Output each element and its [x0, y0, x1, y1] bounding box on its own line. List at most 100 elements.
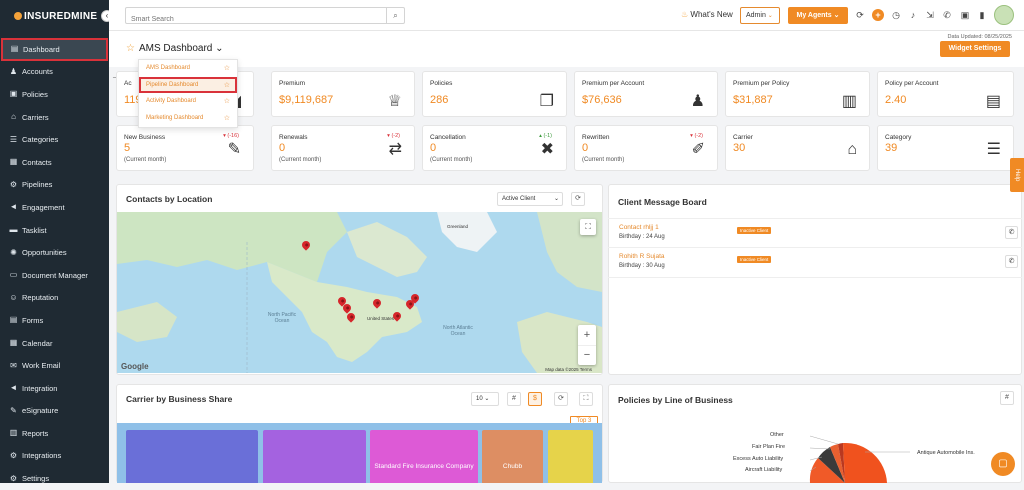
refresh-icon[interactable]: ⟳: [554, 392, 568, 406]
stat-label: Carrier: [733, 134, 753, 141]
dashboard-menu-item[interactable]: AMS Dashboard ☆: [139, 60, 237, 77]
stat-card[interactable]: Premium per Policy $31,887 ▥: [725, 71, 870, 117]
stat-card[interactable]: Premium $9,119,687 ♕: [271, 71, 415, 117]
sidebar-item-reports[interactable]: ▥ Reports: [0, 422, 109, 445]
refresh-icon[interactable]: ⟳: [571, 192, 585, 206]
add-icon[interactable]: +: [872, 9, 884, 21]
sidebar-item-integration[interactable]: ◄ Integration: [0, 377, 109, 400]
sidebar-item-document-manager[interactable]: ▭ Document Manager: [0, 264, 109, 287]
stat-card[interactable]: Carrier 30 ⌂: [725, 125, 870, 171]
sidebar-item-dashboard[interactable]: ▤ Dashboard: [1, 38, 108, 61]
fullscreen-icon[interactable]: ⛶: [580, 219, 596, 235]
sidebar-item-label: Accounts: [22, 67, 53, 77]
phone-icon[interactable]: ✆: [1005, 226, 1018, 239]
trash-icon[interactable]: ▮: [979, 10, 985, 20]
amount-toggle[interactable]: $: [528, 392, 542, 406]
sidebar-item-tasklist[interactable]: ▬ Tasklist: [0, 219, 109, 242]
pie-slice[interactable]: [818, 447, 845, 483]
star-icon[interactable]: ☆: [223, 65, 230, 73]
stat-card[interactable]: Premium per Account $76,636 ♟: [574, 71, 718, 117]
map-label: North Pacific Ocean: [267, 312, 297, 324]
pie-slice[interactable]: [838, 443, 845, 483]
stat-card[interactable]: Cancellation 0 (Current month) ▴ (-1) ✖: [422, 125, 567, 171]
stat-card[interactable]: Policy per Account 2.40 ▤: [877, 71, 1014, 117]
sidebar-item-pipelines[interactable]: ⚙ Pipelines: [0, 174, 109, 197]
dashboard-menu-item[interactable]: Pipeline Dashboard ☆: [139, 76, 237, 93]
treemap-block[interactable]: [126, 430, 258, 483]
sidebar-item-policies[interactable]: ▣ Policies: [0, 83, 109, 106]
pie-slice[interactable]: [843, 442, 887, 483]
star-icon[interactable]: ☆: [223, 81, 230, 89]
dashboard-menu-item[interactable]: Activity Dashboard ☆: [139, 93, 237, 110]
message-row[interactable]: Rohith R Sujata Birthday : 30 Aug Inactive…: [608, 248, 1022, 278]
phone-icon[interactable]: ✆: [943, 10, 951, 20]
treemap-block[interactable]: [548, 430, 593, 483]
search-icon[interactable]: ⌕: [386, 8, 404, 23]
contact-name-link[interactable]: Contact rhljj 1: [619, 224, 659, 231]
stat-card[interactable]: Renewals 0 (Current month) ▾ (-2) ⇄: [271, 125, 415, 171]
sidebar-item-calendar[interactable]: ▦ Calendar: [0, 332, 109, 355]
carrier-treemap: Standard Fire Insurance Company Chubb: [117, 423, 602, 483]
help-tab[interactable]: Help: [1010, 158, 1024, 192]
treemap-block[interactable]: Standard Fire Insurance Company: [370, 430, 478, 483]
pie-slice[interactable]: [830, 444, 845, 483]
map-label: North Atlantic Ocean: [443, 325, 473, 337]
pie-slice[interactable]: [809, 458, 845, 483]
star-icon[interactable]: ☆: [223, 98, 230, 106]
sidebar-item-opportunities[interactable]: ✺ Opportunities: [0, 241, 109, 264]
sidebar-item-work-email[interactable]: ✉ Work Email: [0, 354, 109, 377]
arrow-right-icon[interactable]: →: [111, 71, 120, 81]
map-credit[interactable]: Map data ©2025 Terms: [545, 367, 592, 372]
star-icon[interactable]: ☆: [223, 114, 230, 122]
expand-icon[interactable]: ⛶: [579, 392, 593, 406]
dashboard-menu-item[interactable]: Marketing Dashboard ☆: [139, 110, 237, 127]
search-input[interactable]: [126, 12, 386, 27]
role-select[interactable]: Admin ⌄: [740, 7, 780, 24]
contact-name-link[interactable]: Rohith R Sujata: [619, 253, 665, 260]
phone-icon[interactable]: ✆: [1005, 255, 1018, 268]
sidebar-item-esignature[interactable]: ✎ eSignature: [0, 400, 109, 423]
stat-card[interactable]: Rewritten 0 (Current month) ▾ (-2) ✐: [574, 125, 718, 171]
sidebar-item-integrations[interactable]: ⚙ Integrations: [0, 445, 109, 468]
stat-card[interactable]: Category 39 ☰: [877, 125, 1014, 171]
sidebar-item-carriers[interactable]: ⌂ Carriers: [0, 106, 109, 129]
zoom-in-button[interactable]: +: [583, 329, 591, 341]
count-toggle[interactable]: #: [507, 392, 521, 406]
map-label: United States: [367, 316, 395, 321]
flame-icon: ♨: [681, 10, 689, 19]
bell-icon[interactable]: ♪: [910, 10, 916, 20]
sidebar-item-contacts[interactable]: ▦ Contacts: [0, 151, 109, 174]
policies-icon: ▣: [9, 89, 18, 99]
menu-item-label: Activity Dashboard: [146, 98, 197, 105]
message-row[interactable]: Contact rhljj 1 Birthday : 24 Aug Inactive…: [608, 218, 1022, 248]
treemap-block[interactable]: [263, 430, 366, 483]
widget-settings-button[interactable]: Widget Settings: [940, 41, 1010, 57]
refresh-icon[interactable]: ⟳: [856, 10, 864, 20]
logout-icon[interactable]: ⇲: [926, 10, 934, 20]
stat-value: $9,119,687: [279, 94, 334, 106]
chat-icon[interactable]: ▢: [991, 452, 1015, 476]
user-avatar[interactable]: [994, 5, 1014, 25]
my-agents-button[interactable]: My Agents ⌄: [788, 7, 848, 24]
sidebar-item-categories[interactable]: ☰ Categories: [0, 128, 109, 151]
stat-card[interactable]: Policies 286 ❐: [422, 71, 567, 117]
chip-icon[interactable]: ▣: [960, 10, 970, 20]
sidebar-item-label: Tasklist: [22, 225, 47, 235]
stat-card[interactable]: New Business 5 (Current month) ▾ (-16) ✎: [116, 125, 254, 171]
client-filter-select[interactable]: Active Client ⌄: [497, 192, 563, 206]
count-toggle[interactable]: #: [1000, 391, 1014, 405]
treemap-block[interactable]: Chubb: [482, 430, 543, 483]
sidebar-item-accounts[interactable]: ♟ Accounts: [0, 61, 109, 84]
sidebar-item-settings[interactable]: ⚙ Settings: [0, 467, 109, 490]
contacts-map[interactable]: ⛶ + − Greenland North Pacific Ocean North…: [117, 212, 602, 373]
sidebar-item-reputation[interactable]: ☺ Reputation: [0, 287, 109, 310]
page-size-select[interactable]: 10 ⌄: [471, 392, 499, 406]
whats-new-button[interactable]: ♨ What's New: [681, 10, 733, 19]
dashboard-selector[interactable]: ☆ AMS Dashboard ⌄: [126, 43, 224, 54]
sidebar-item-label: Opportunities: [22, 248, 67, 258]
sidebar-item-label: Forms: [22, 315, 44, 325]
zoom-out-button[interactable]: −: [578, 345, 596, 365]
sidebar-item-engagement[interactable]: ◄ Engagement: [0, 196, 109, 219]
sidebar-item-forms[interactable]: ▤ Forms: [0, 309, 109, 332]
clock-icon[interactable]: ◷: [892, 10, 900, 20]
